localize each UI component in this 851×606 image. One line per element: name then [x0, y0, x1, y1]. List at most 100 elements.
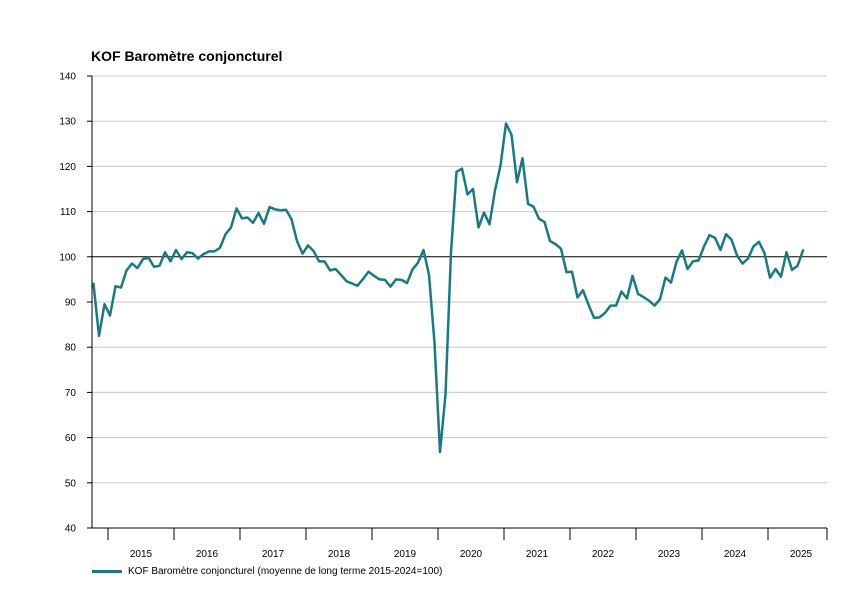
data-point — [538, 218, 540, 220]
data-point — [257, 212, 260, 214]
data-point — [417, 262, 419, 264]
data-point — [114, 285, 117, 287]
data-point — [582, 289, 584, 291]
data-point — [384, 279, 386, 281]
data-point — [466, 193, 469, 196]
data-point — [626, 297, 628, 299]
data-point — [147, 257, 150, 259]
data-point — [389, 286, 392, 288]
data-point — [450, 251, 452, 253]
data-point — [98, 335, 100, 337]
data-point — [752, 245, 755, 247]
data-point — [246, 216, 249, 219]
data-point — [527, 203, 529, 205]
data-point — [219, 247, 221, 249]
data-point — [197, 258, 199, 260]
data-point — [120, 286, 122, 289]
y-tick-label-110: 110 — [60, 207, 76, 218]
y-tick-label-100: 100 — [59, 252, 76, 263]
data-point — [191, 252, 194, 254]
data-point — [285, 209, 287, 211]
data-point — [329, 269, 331, 271]
data-point — [125, 269, 128, 271]
data-point — [224, 233, 227, 235]
x-tick-label-2016: 2016 — [196, 549, 219, 560]
data-point — [186, 251, 188, 253]
data-point — [323, 260, 326, 262]
data-point — [631, 275, 634, 277]
data-point — [318, 260, 320, 262]
data-point — [109, 314, 111, 317]
data-point — [92, 283, 95, 285]
data-point — [472, 188, 474, 190]
data-point — [609, 305, 612, 307]
y-tick-label-40: 40 — [65, 524, 77, 535]
chart-title: KOF Baromètre conjoncturel — [91, 48, 283, 64]
data-point — [494, 189, 496, 191]
data-point — [576, 296, 579, 299]
data-point — [516, 181, 518, 183]
data-point — [554, 243, 557, 245]
data-point — [719, 249, 722, 251]
data-point — [307, 244, 309, 247]
data-point — [543, 221, 546, 223]
data-point — [164, 251, 166, 253]
legend-line-swatch — [92, 570, 122, 573]
data-point — [378, 278, 381, 280]
data-point — [230, 226, 232, 229]
data-point — [758, 241, 760, 243]
x-tick-label-2023: 2023 — [658, 549, 681, 560]
data-point — [703, 245, 705, 247]
data-point — [648, 300, 650, 302]
data-point — [598, 316, 601, 318]
data-point — [637, 293, 639, 295]
data-point — [279, 209, 282, 211]
data-point — [796, 265, 799, 267]
data-point — [620, 291, 623, 293]
data-point — [477, 226, 480, 229]
gridlines — [92, 75, 827, 529]
data-point — [301, 253, 304, 255]
y-tick-label-130: 130 — [59, 117, 76, 128]
data-point — [263, 223, 265, 225]
axes: 40 50 60 70 80 90 100 110 120 130 140 2015 2016 2017 2… — [59, 72, 828, 560]
y-tick-label-60: 60 — [65, 433, 77, 444]
data-point — [439, 451, 441, 453]
data-point — [587, 304, 590, 306]
data-point — [362, 278, 364, 280]
data-point — [455, 171, 458, 173]
data-point — [653, 305, 656, 307]
data-point — [202, 253, 205, 255]
data-point — [400, 279, 403, 281]
data-point — [714, 237, 716, 239]
data-point — [175, 249, 177, 251]
data-point — [549, 240, 551, 242]
x-tick-label-2021: 2021 — [526, 549, 549, 560]
data-point — [373, 275, 375, 277]
data-point — [774, 268, 777, 270]
data-point — [725, 233, 727, 235]
data-point — [433, 342, 436, 344]
data-point — [488, 223, 491, 225]
data-point — [334, 268, 337, 270]
data-point — [670, 281, 672, 284]
x-tick-label-2019: 2019 — [394, 549, 417, 560]
data-point — [274, 208, 276, 210]
data-point — [659, 298, 661, 300]
data-point — [169, 260, 172, 262]
data-point — [290, 218, 293, 220]
data-point — [208, 250, 210, 252]
legend-label: KOF Baromètre conjoncturel (moyenne de l… — [128, 566, 443, 577]
y-tick-label-120: 120 — [59, 162, 76, 173]
x-tick-label-2024: 2024 — [724, 549, 747, 560]
data-point — [565, 271, 568, 273]
series-layer — [92, 122, 805, 454]
y-tick-label-90: 90 — [65, 298, 77, 309]
data-point — [675, 261, 678, 263]
data-point — [521, 157, 524, 159]
data-point — [406, 282, 408, 284]
x-tick-label-2017: 2017 — [262, 549, 285, 560]
data-point — [345, 280, 348, 282]
data-point — [681, 249, 683, 252]
data-point — [560, 248, 562, 250]
